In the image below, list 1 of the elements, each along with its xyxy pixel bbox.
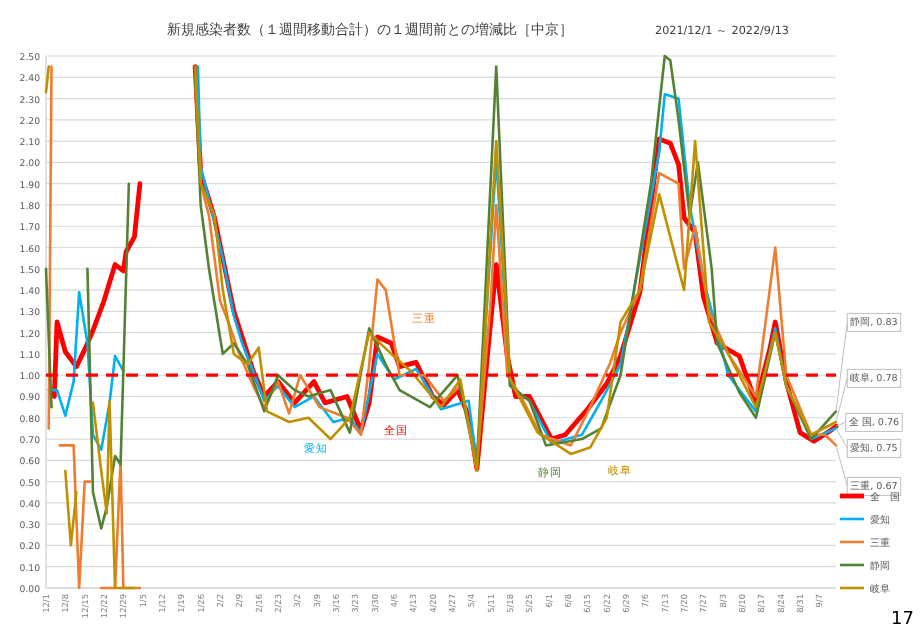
text: 17 [891,610,914,630]
